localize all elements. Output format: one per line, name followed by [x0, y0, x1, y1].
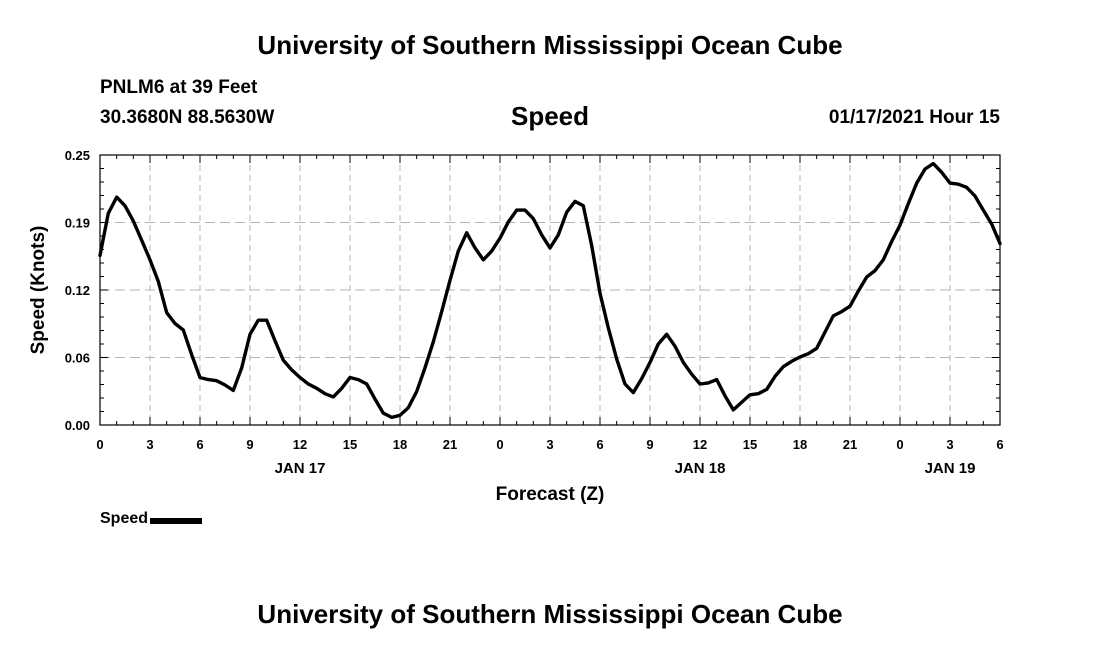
x-tick-label: 0 — [496, 437, 503, 452]
x-tick-label: 0 — [96, 437, 103, 452]
date-label: JAN 17 — [275, 460, 326, 477]
x-tick-label: 9 — [246, 437, 253, 452]
x-tick-label: 9 — [646, 437, 653, 452]
x-tick-label: 15 — [343, 437, 357, 452]
x-tick-label: 15 — [743, 437, 757, 452]
x-tick-label: 12 — [693, 437, 707, 452]
page-title: University of Southern Mississippi Ocean… — [257, 30, 843, 60]
legend-label: Speed — [100, 510, 149, 527]
x-tick-label: 6 — [996, 437, 1003, 452]
x-tick-label: 6 — [596, 437, 603, 452]
y-tick-label: 0.06 — [65, 351, 90, 366]
y-tick-label: 0.25 — [65, 148, 90, 163]
footer-title: University of Southern Mississippi Ocean… — [257, 599, 843, 629]
series-group — [98, 161, 1002, 420]
x-tick-label: 3 — [546, 437, 553, 452]
timestamp-label: 01/17/2021 Hour 15 — [828, 107, 1000, 128]
station-label: PNLM6 at 39 Feet — [100, 77, 258, 98]
legend-swatch — [150, 518, 203, 524]
y-tick-label: 0.19 — [65, 216, 90, 231]
x-axis-title: Forecast (Z) — [496, 484, 605, 505]
grid-lines — [100, 155, 1000, 425]
coordinates-label: 30.3680N 88.5630W — [100, 107, 275, 128]
legend: Speed — [100, 510, 203, 528]
x-tick-label: 18 — [393, 437, 407, 452]
x-tick-label: 0 — [896, 437, 903, 452]
x-tick-label: 21 — [443, 437, 457, 452]
chart-title: Speed — [510, 101, 590, 131]
x-tick-label: 3 — [946, 437, 953, 452]
y-tick-label: 0.00 — [65, 418, 90, 433]
x-tick-label: 12 — [293, 437, 307, 452]
x-tick-label: 6 — [196, 437, 203, 452]
speed-series-line — [98, 161, 1002, 420]
x-tick-label: 18 — [793, 437, 807, 452]
date-label: JAN 18 — [675, 460, 726, 477]
date-label: JAN 19 — [925, 460, 976, 477]
x-tick-label: 3 — [146, 437, 153, 452]
y-axis: 0.00 0.06 0.12 0.19 0.25 — [65, 148, 1000, 433]
x-axis: 0 3 6 9 12 15 18 21 0 3 6 9 12 15 18 21 0 3 6 JAN 17 JAN 18 J… — [96, 155, 1004, 477]
y-axis-title: Speed (Knots) — [28, 226, 49, 355]
y-tick-label: 0.12 — [65, 283, 90, 298]
x-tick-label: 21 — [843, 437, 857, 452]
